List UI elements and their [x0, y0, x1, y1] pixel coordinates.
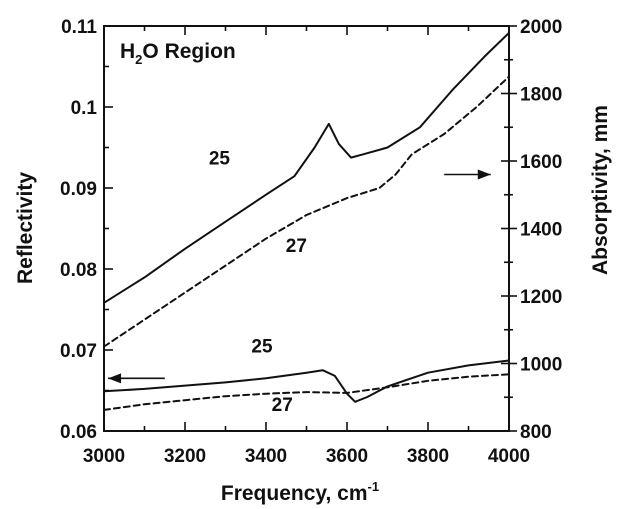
y-left-tick-label: 0.06	[60, 422, 97, 443]
y-right-tick-label: 1400	[520, 220, 562, 241]
y-axis-right-title: Absorptivity, mm	[589, 105, 612, 275]
y-right-tick-label: 800	[520, 422, 552, 443]
series-label: 25	[209, 148, 231, 169]
series-layer	[103, 31, 510, 411]
x-tick-label: 3400	[245, 446, 287, 467]
series-line-left-dashed	[103, 373, 510, 411]
y-axis-left-title: Reflectivity	[14, 172, 37, 284]
y-right-tick-label: 1800	[520, 85, 562, 106]
series-label: 25	[251, 336, 273, 357]
y-right-tick-label: 1600	[520, 152, 562, 173]
y-left-tick-label: 0.1	[71, 98, 98, 119]
y-right-tick-label: 2000	[520, 17, 562, 38]
y-left-tick-label: 0.11	[61, 17, 97, 38]
annotation-layer: 25 27 25 27	[108, 148, 491, 416]
ticks-layer: 3000 3200 3400 3600 3800 4000 0.06 0.07 0.08 0.09…	[60, 17, 562, 467]
series-label: 27	[286, 236, 307, 257]
axis-arrow-head	[108, 373, 122, 384]
y-right-tick-label: 1000	[520, 355, 562, 376]
x-tick-label: 3800	[407, 446, 449, 467]
chart-title: H2O Region	[120, 40, 236, 67]
series-line-left-solid	[103, 359, 510, 403]
y-left-tick-label: 0.08	[60, 260, 97, 281]
y-left-tick-label: 0.07	[60, 341, 97, 362]
x-tick-label: 3000	[83, 446, 125, 467]
x-tick-label: 3600	[326, 446, 368, 467]
x-tick-label: 3200	[164, 446, 206, 467]
x-tick-label: 4000	[488, 446, 530, 467]
y-right-tick-label: 1200	[520, 287, 562, 308]
plot-frame	[103, 25, 510, 432]
series-line-right-dashed	[103, 75, 510, 348]
series-label: 27	[272, 395, 293, 416]
axis-arrow-head	[477, 169, 491, 180]
x-axis-title: Frequency, cm-1	[221, 479, 379, 505]
series-line-right-solid	[103, 31, 510, 304]
y-left-tick-label: 0.09	[60, 179, 97, 200]
